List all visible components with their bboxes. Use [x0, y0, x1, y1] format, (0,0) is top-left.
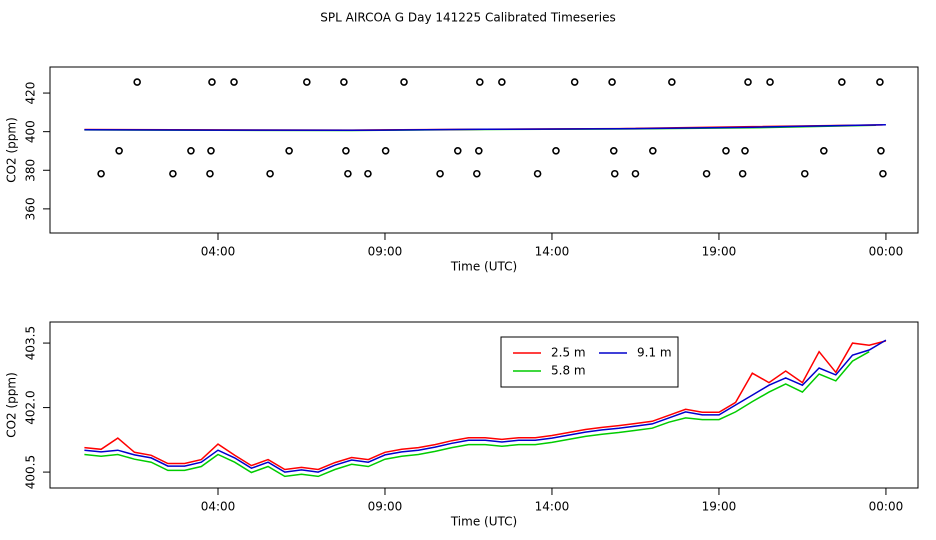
- scatter-point: [344, 169, 352, 178]
- scatter-point: [631, 169, 640, 178]
- x-tick-label: 04:00: [201, 500, 236, 514]
- scatter-point: [498, 78, 506, 86]
- data-line: [84, 123, 886, 132]
- x-tick-label: 04:00: [201, 245, 236, 259]
- x-tick-label: 14:00: [535, 500, 570, 514]
- scatter-point: [838, 78, 846, 86]
- legend-label: 9.1 m: [637, 346, 672, 360]
- x-axis-label: Time (UTC): [450, 515, 517, 529]
- scatter-point: [381, 146, 390, 155]
- y-tick-label: 420: [24, 82, 38, 105]
- scatter-point: [766, 78, 774, 86]
- scatter-point: [609, 146, 618, 155]
- data-line: [84, 339, 887, 473]
- scatter-point: [400, 78, 408, 86]
- scatter-point: [169, 169, 177, 178]
- scatter-point: [115, 146, 123, 155]
- scatter-point: [608, 78, 616, 86]
- x-tick-label: 00:00: [869, 500, 904, 514]
- scatter-point: [570, 78, 579, 86]
- scatter-point: [476, 78, 484, 86]
- scatter-point: [877, 146, 885, 155]
- scatter-point: [738, 169, 747, 178]
- y-tick-label: 402.0: [24, 390, 38, 424]
- scatter-point: [668, 78, 676, 86]
- y-tick-label: 403.5: [24, 326, 38, 360]
- data-line: [84, 351, 870, 478]
- scatter-point: [133, 78, 141, 86]
- scatter-point: [741, 146, 749, 155]
- scatter-point: [208, 78, 216, 86]
- scatter-point: [800, 169, 809, 178]
- x-tick-label: 00:00: [869, 245, 904, 259]
- x-tick-label: 09:00: [368, 245, 403, 259]
- x-tick-label: 14:00: [535, 245, 570, 259]
- scatter-point: [876, 78, 884, 86]
- y-tick-label: 380: [24, 159, 38, 182]
- y-tick-label: 400: [24, 120, 38, 143]
- scatter-point: [473, 169, 481, 178]
- y-tick-label: 360: [24, 197, 38, 220]
- scatter-point: [266, 169, 274, 178]
- plot-frame: [49, 66, 919, 234]
- scatter-point: [230, 78, 238, 86]
- scatter-point: [342, 146, 350, 155]
- scatter-point: [820, 146, 828, 155]
- scatter-point: [364, 169, 372, 178]
- scatter-point: [453, 146, 462, 155]
- x-tick-label: 19:00: [702, 245, 737, 259]
- page-title: SPL AIRCOA G Day 141225 Calibrated Times…: [320, 11, 615, 25]
- y-axis-label: CO2 (ppm): [5, 372, 19, 438]
- legend-box: [500, 336, 679, 388]
- scatter-point: [533, 169, 542, 178]
- scatter-point: [610, 169, 619, 178]
- scatter-point: [722, 146, 730, 155]
- x-tick-label: 19:00: [702, 500, 737, 514]
- legend-label: 5.8 m: [551, 364, 586, 378]
- x-tick-label: 09:00: [368, 500, 403, 514]
- x-axis-label: Time (UTC): [450, 260, 517, 274]
- scatter-point: [475, 146, 483, 155]
- scatter-point: [649, 146, 657, 155]
- legend-label: 2.5 m: [551, 346, 586, 360]
- y-tick-label: 400.5: [24, 455, 38, 489]
- scatter-point: [97, 169, 105, 178]
- scatter-point: [187, 146, 195, 155]
- y-axis-label: CO2 (ppm): [5, 117, 19, 183]
- scatter-point: [879, 169, 887, 178]
- scatter-point: [436, 169, 444, 178]
- scatter-point: [340, 78, 348, 86]
- scatter-point: [285, 146, 293, 155]
- scatter-point: [207, 146, 215, 155]
- data-line: [84, 340, 887, 471]
- plot-frame: [49, 321, 919, 489]
- scatter-point: [206, 169, 214, 178]
- scatter-point: [744, 78, 752, 86]
- scatter-point: [702, 169, 711, 178]
- scatter-point: [552, 146, 560, 155]
- scatter-point: [303, 78, 311, 86]
